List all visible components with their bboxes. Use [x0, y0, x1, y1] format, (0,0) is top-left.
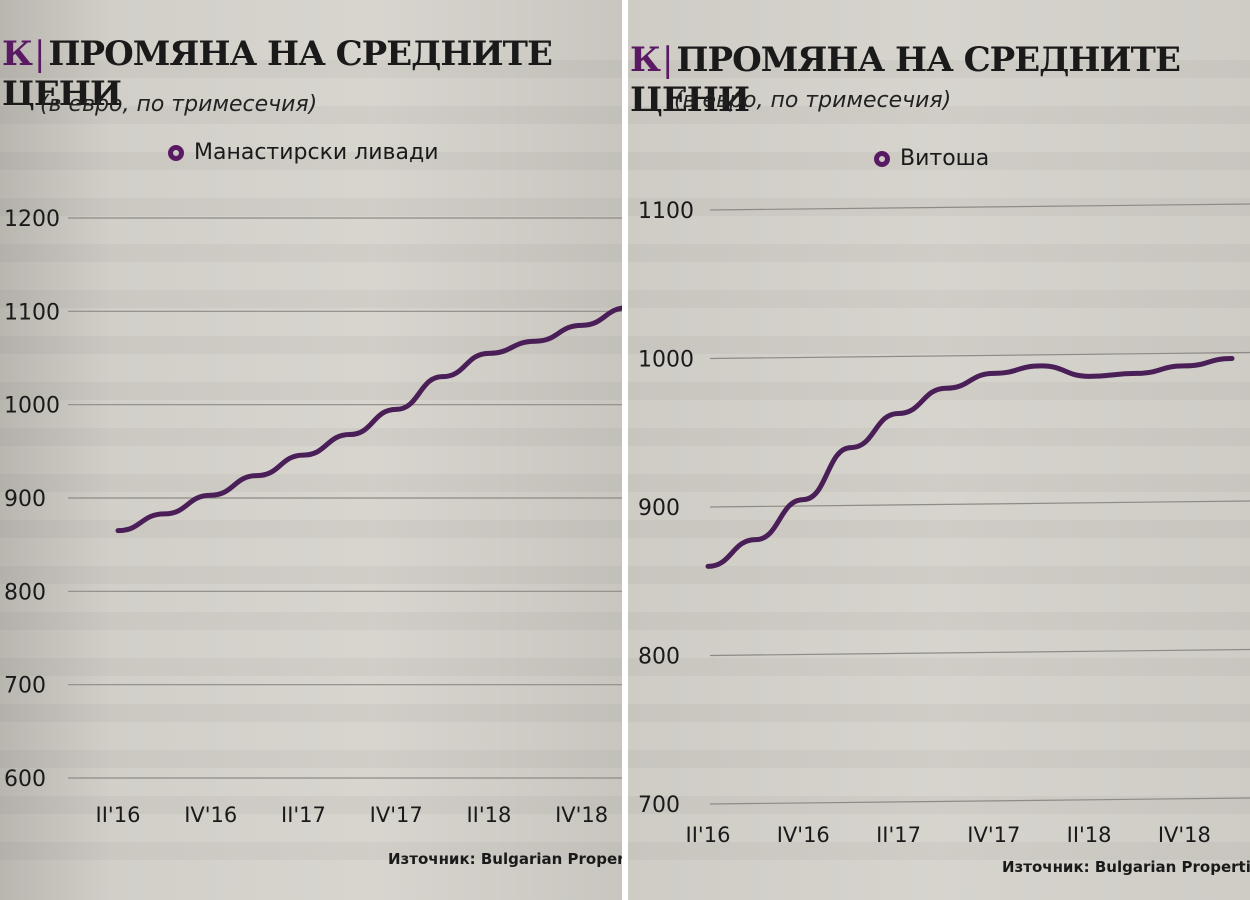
legend-label: Витоша — [900, 146, 990, 171]
gridline — [709, 500, 1250, 508]
x-tick-label: II'17 — [281, 803, 326, 827]
title-text: ПРОМЯНА НА СРЕДНИТЕ ЦЕНИ — [2, 34, 553, 114]
x-tick-label: IV'16 — [777, 823, 830, 847]
x-tick-label: IV'17 — [370, 803, 423, 827]
x-tick-label: IV'17 — [967, 823, 1020, 847]
y-tick-label: 900 — [4, 487, 46, 512]
y-tick-label: 1100 — [638, 199, 694, 224]
image-gutter — [622, 0, 628, 900]
series-line — [115, 305, 622, 534]
gridline — [709, 203, 1250, 211]
series-line — [705, 356, 1235, 569]
brand-separator: | — [661, 40, 674, 80]
bleed-through-text — [0, 60, 622, 860]
gridline — [709, 648, 1250, 657]
brand-letter: К — [630, 40, 661, 80]
y-tick-label: 900 — [638, 496, 680, 521]
y-tick-label: 600 — [4, 767, 46, 792]
line-chart-right: 700 800 900 1000 1100 II'16 IV'16 II'17 IV'17 II'… — [638, 199, 1250, 847]
chart-subtitle: (в евро, по тримесечия) — [40, 92, 318, 117]
chart-subtitle: (в евро, по тримесечия) — [674, 88, 952, 113]
gridline — [709, 797, 1250, 805]
brand-separator: | — [33, 34, 46, 74]
chart-legend: Манастирски ливади — [168, 140, 439, 165]
legend-marker-icon — [874, 150, 890, 167]
chart-legend: Витоша — [874, 146, 989, 171]
y-tick-label: 1200 — [4, 207, 60, 232]
chart-title: К| ПРОМЯНА НА СРЕДНИТЕ ЦЕНИ — [2, 34, 622, 114]
chart-source: Източник: Bulgarian Proper — [388, 850, 622, 868]
x-tick-label: IV'18 — [1158, 823, 1211, 847]
x-tick-label: II'17 — [876, 823, 921, 847]
y-tick-label: 800 — [638, 645, 680, 670]
y-tick-label: 700 — [4, 674, 46, 699]
bleed-through-text — [628, 60, 1250, 860]
y-tick-label: 700 — [638, 793, 680, 818]
legend-label: Манастирски ливади — [194, 140, 439, 165]
chart-panel-left: К| ПРОМЯНА НА СРЕДНИТЕ ЦЕНИ (в евро, по т… — [0, 0, 622, 900]
x-tick-label: II'18 — [466, 803, 511, 827]
y-tick-label: 1000 — [638, 348, 694, 373]
y-tick-label: 1000 — [4, 394, 60, 419]
x-tick-label: II'16 — [686, 823, 731, 847]
x-tick-label: II'16 — [96, 803, 141, 827]
legend-marker-icon — [168, 144, 184, 161]
x-tick-label: II'18 — [1067, 823, 1112, 847]
brand-letter: К — [2, 34, 33, 74]
chart-source: Източник: Bulgarian Propertie — [1002, 858, 1250, 876]
y-tick-label: 1100 — [4, 300, 60, 325]
chart-panel-right: К| ПРОМЯНА НА СРЕДНИТЕ ЦЕНИ (в евро, по т… — [628, 0, 1250, 900]
x-tick-label: IV'18 — [555, 803, 608, 827]
y-tick-label: 800 — [4, 580, 46, 605]
chart-title: К| ПРОМЯНА НА СРЕДНИТЕ ЦЕНИ — [630, 40, 1250, 120]
gridline — [709, 351, 1250, 360]
x-tick-label: IV'16 — [184, 803, 237, 827]
line-chart-left: 600 700 800 900 1000 1100 1200 II'16 IV'16 II'17 I… — [4, 207, 622, 827]
title-text: ПРОМЯНА НА СРЕДНИТЕ ЦЕНИ — [630, 40, 1181, 120]
